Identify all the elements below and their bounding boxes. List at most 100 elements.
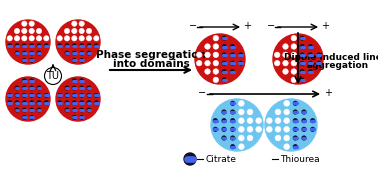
Text: −: − [267,21,275,31]
Circle shape [316,61,321,66]
Circle shape [15,51,19,55]
Circle shape [72,93,77,98]
Circle shape [87,93,91,98]
Circle shape [230,144,235,149]
Circle shape [222,118,226,123]
Circle shape [213,77,218,83]
Circle shape [87,108,91,112]
Circle shape [301,127,307,132]
Circle shape [29,108,34,112]
Circle shape [301,118,307,123]
Circle shape [205,52,210,58]
Circle shape [57,43,62,48]
Circle shape [79,58,84,63]
Circle shape [195,34,245,84]
Circle shape [22,21,27,26]
Circle shape [205,44,210,49]
Circle shape [22,78,27,83]
Circle shape [213,60,218,66]
Circle shape [184,153,196,165]
Circle shape [22,86,27,90]
Circle shape [230,135,235,141]
Circle shape [247,127,253,132]
Circle shape [213,35,218,41]
Circle shape [64,36,70,41]
Circle shape [239,127,244,132]
Circle shape [72,36,77,41]
Circle shape [284,144,290,150]
Text: Citrate: Citrate [205,155,236,164]
Circle shape [29,28,34,34]
Circle shape [239,144,244,150]
Circle shape [211,99,263,151]
Circle shape [300,61,305,66]
Circle shape [87,86,91,90]
Circle shape [247,118,253,124]
Circle shape [197,60,202,66]
Circle shape [15,93,19,98]
Circle shape [230,61,235,66]
Circle shape [15,108,19,112]
Circle shape [291,77,297,83]
Circle shape [44,93,49,98]
Circle shape [57,100,62,105]
Circle shape [316,52,321,57]
Circle shape [79,21,84,26]
Circle shape [14,28,20,34]
Circle shape [79,28,84,34]
Circle shape [230,101,235,106]
Circle shape [213,69,218,74]
Circle shape [94,100,99,105]
Circle shape [22,93,27,98]
Circle shape [291,60,297,66]
Circle shape [94,43,99,48]
Circle shape [266,118,272,124]
Circle shape [213,127,218,132]
Circle shape [37,51,41,55]
Circle shape [283,60,288,66]
Circle shape [22,43,27,48]
Circle shape [22,108,27,112]
Circle shape [15,86,19,90]
Circle shape [29,43,34,48]
Circle shape [259,153,271,165]
Circle shape [15,100,19,105]
Circle shape [79,93,84,98]
Circle shape [37,43,41,48]
Circle shape [293,135,298,141]
Circle shape [308,61,313,66]
Circle shape [239,118,244,124]
Text: Thiourea: Thiourea [280,155,320,164]
Circle shape [230,44,235,49]
Circle shape [308,69,313,74]
Circle shape [22,100,27,105]
Circle shape [222,36,227,41]
Circle shape [291,35,297,41]
Circle shape [79,100,84,105]
Circle shape [256,118,262,124]
Circle shape [37,93,42,98]
Circle shape [64,28,70,34]
Circle shape [79,51,84,55]
Circle shape [22,58,27,63]
Circle shape [308,52,313,57]
Circle shape [72,51,77,55]
Text: +: + [324,88,332,98]
Circle shape [275,118,281,124]
Circle shape [22,115,27,120]
Circle shape [300,36,305,41]
Circle shape [284,109,290,115]
Circle shape [230,52,235,57]
Circle shape [72,21,77,26]
Circle shape [291,52,297,58]
Circle shape [29,115,34,120]
Text: aggregation: aggregation [307,61,369,70]
Circle shape [65,93,70,98]
Circle shape [86,36,91,41]
Circle shape [230,127,235,132]
Circle shape [283,52,288,58]
Circle shape [222,127,226,132]
Circle shape [65,108,70,112]
Circle shape [213,52,218,58]
Circle shape [230,109,235,115]
